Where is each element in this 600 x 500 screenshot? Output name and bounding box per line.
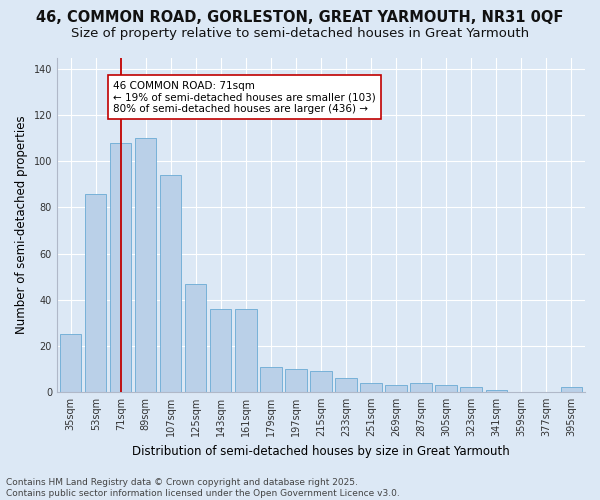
Bar [110, 143, 131, 392]
Text: Size of property relative to semi-detached houses in Great Yarmouth: Size of property relative to semi-detach… [71, 28, 529, 40]
Bar [135, 138, 157, 392]
Bar [285, 369, 307, 392]
Bar [385, 385, 407, 392]
Bar [160, 175, 181, 392]
Bar [210, 309, 232, 392]
Y-axis label: Number of semi-detached properties: Number of semi-detached properties [15, 116, 28, 334]
Text: 46, COMMON ROAD, GORLESTON, GREAT YARMOUTH, NR31 0QF: 46, COMMON ROAD, GORLESTON, GREAT YARMOU… [37, 10, 563, 25]
Bar [260, 366, 281, 392]
Bar [235, 309, 257, 392]
Bar [410, 382, 432, 392]
Bar [460, 388, 482, 392]
Bar [85, 194, 106, 392]
Bar [361, 382, 382, 392]
Bar [335, 378, 356, 392]
Bar [485, 390, 507, 392]
Text: Contains HM Land Registry data © Crown copyright and database right 2025.
Contai: Contains HM Land Registry data © Crown c… [6, 478, 400, 498]
X-axis label: Distribution of semi-detached houses by size in Great Yarmouth: Distribution of semi-detached houses by … [132, 444, 510, 458]
Bar [60, 334, 82, 392]
Text: 46 COMMON ROAD: 71sqm
← 19% of semi-detached houses are smaller (103)
80% of sem: 46 COMMON ROAD: 71sqm ← 19% of semi-deta… [113, 80, 376, 114]
Bar [310, 371, 332, 392]
Bar [560, 388, 582, 392]
Bar [185, 284, 206, 392]
Bar [436, 385, 457, 392]
